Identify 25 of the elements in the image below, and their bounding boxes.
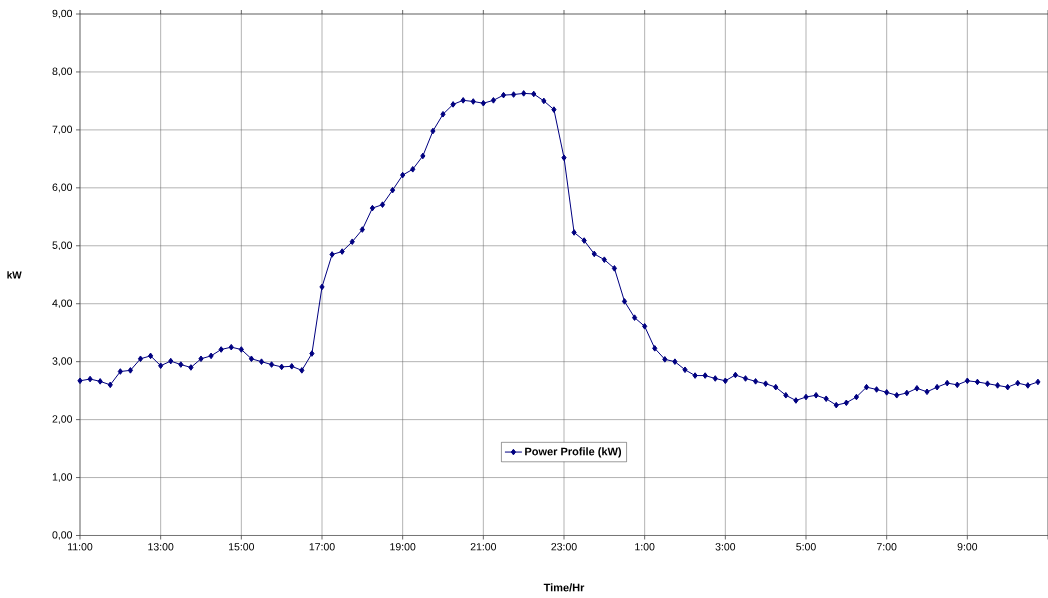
x-axis-title: Time/Hr — [543, 583, 585, 592]
x-tick-label: 5:00 — [796, 543, 816, 551]
x-tick-label: 23:00 — [551, 543, 577, 551]
y-tick-label: 0,00 — [52, 531, 73, 540]
x-tick-label: 17:00 — [309, 543, 335, 551]
y-tick-label: 9,00 — [52, 9, 73, 19]
y-tick-label: 3,00 — [52, 357, 73, 367]
y-tick-label: 5,00 — [52, 241, 73, 251]
x-tick-label: 15:00 — [228, 543, 255, 551]
x-tick-label: 1:00 — [635, 543, 655, 551]
y-tick-label: 6,00 — [52, 183, 73, 193]
x-tick-label: 9:00 — [957, 543, 978, 551]
x-tick-label: 7:00 — [876, 543, 897, 551]
x-tick-label: 3:00 — [715, 543, 736, 551]
x-tick-label: 19:00 — [390, 543, 416, 551]
y-tick-label: 7,00 — [52, 125, 73, 135]
x-tick-label: 11:00 — [68, 543, 93, 551]
y-tick-label: 8,00 — [52, 67, 73, 77]
x-tick-label: 13:00 — [148, 543, 174, 551]
y-tick-label: 4,00 — [52, 299, 73, 309]
legend-label: Power Profile (kW) — [525, 447, 622, 458]
y-tick-label: 1,00 — [52, 473, 73, 482]
y-axis-title: kW — [7, 271, 22, 279]
x-tick-label: 21:00 — [470, 543, 497, 551]
y-tick-label: 2,00 — [52, 415, 73, 424]
